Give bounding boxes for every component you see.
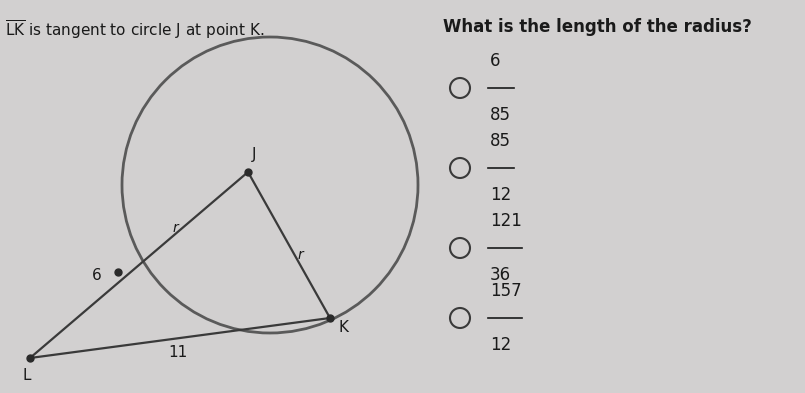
Text: $\overline{\mathregular{LK}}$ is tangent to circle J at point K.: $\overline{\mathregular{LK}}$ is tangent… <box>5 18 264 41</box>
Text: 36: 36 <box>490 266 511 284</box>
Text: 11: 11 <box>168 345 188 360</box>
Text: 6: 6 <box>490 52 501 70</box>
Text: r: r <box>172 221 178 235</box>
Text: J: J <box>252 147 257 162</box>
Text: K: K <box>338 320 348 335</box>
Text: 12: 12 <box>490 186 511 204</box>
Text: What is the length of the radius?: What is the length of the radius? <box>443 18 752 36</box>
Text: 121: 121 <box>490 212 522 230</box>
Text: 12: 12 <box>490 336 511 354</box>
Text: 85: 85 <box>490 106 511 124</box>
Text: 85: 85 <box>490 132 511 150</box>
Text: 6: 6 <box>93 268 102 283</box>
Text: 157: 157 <box>490 282 522 300</box>
Text: L: L <box>22 368 31 383</box>
Text: r: r <box>298 248 303 262</box>
